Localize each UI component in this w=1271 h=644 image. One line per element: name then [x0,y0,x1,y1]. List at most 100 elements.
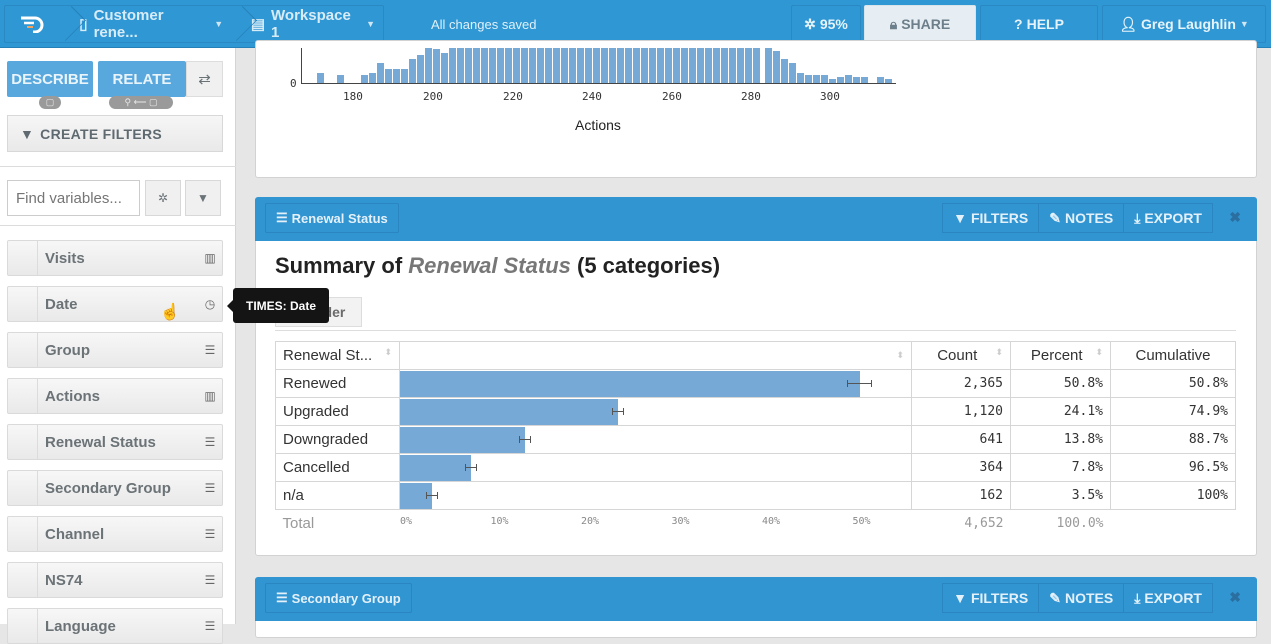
histogram-bar [465,48,472,83]
close-icon[interactable]: ✖ [1229,209,1241,225]
histogram-bar [877,77,884,83]
column-header[interactable]: Count ⬍ [911,341,1011,370]
user-menu[interactable]: 👤︎ Greg Laughlin ▼ [1102,5,1266,43]
panel-title-button[interactable]: ☰ Secondary Group [265,583,412,613]
notes-button[interactable]: ✎ NOTES [1039,584,1125,612]
drag-handle[interactable] [8,471,38,505]
histogram-bar [665,48,672,83]
column-header[interactable]: Cumulative [1110,341,1236,370]
export-button[interactable]: ⤓ EXPORT [1134,589,1202,607]
panel-title-button[interactable]: ☰ Renewal Status [265,203,399,233]
hand-cursor-icon: ☝ [160,304,180,321]
histogram-bar [609,48,616,83]
percent-bar [400,399,619,425]
histogram-bar [513,48,520,83]
list-icon: ☰ [204,573,216,587]
relate-button[interactable]: RELATE [98,61,186,97]
histogram-bar [813,75,820,83]
drag-handle[interactable] [8,425,38,459]
histogram-bar [441,53,448,83]
histogram-bar [753,48,760,83]
list-icon: ☰ [276,590,288,605]
table-row: n/a 162 3.5% 100% [275,481,1236,510]
histogram-bar [797,73,804,83]
histogram-x-label: Actions [575,117,621,133]
document-menu[interactable]: ▯ Customer rene... ▼ [79,7,224,41]
variable-item[interactable]: Actions ▥ [7,378,223,414]
histogram-bar [633,48,640,83]
variable-item[interactable]: Visits ▥ [7,240,223,276]
histogram-bar [473,48,480,83]
histogram-bar [369,73,376,83]
filter-icon: ▼ [20,125,35,142]
drag-handle[interactable] [8,517,38,551]
drag-handle[interactable] [8,241,38,275]
histogram-bar [449,48,456,83]
pencil-icon: ✎ [1049,209,1061,226]
variable-item[interactable]: Secondary Group ☰ [7,470,223,506]
share-button[interactable]: 🔒︎ SHARE [864,5,976,43]
column-header[interactable]: Percent ⬍ [1010,341,1111,370]
histogram-bar [409,59,416,83]
error-bar [847,380,873,387]
y-axis [301,48,302,84]
sort-icon: ⬍ [384,347,392,357]
bar-cell [399,453,912,482]
histogram-bar [641,48,648,83]
variable-item[interactable]: Date ◷ [7,286,223,322]
export-button[interactable]: ⤓ EXPORT [1134,209,1202,227]
filters-button[interactable]: ▼ FILTERS [943,204,1040,232]
swap-icon[interactable]: ⇄ [186,61,223,97]
histogram-bar [689,48,696,83]
histogram-bar [737,48,744,83]
dropdown-caret-icon[interactable]: ▼ [185,180,221,216]
list-icon: ☰ [204,481,216,495]
variable-item[interactable]: Group ☰ [7,332,223,368]
notes-button[interactable]: ✎ NOTES [1039,204,1125,232]
drag-handle[interactable] [8,563,38,597]
breadcrumb: ▯ Customer rene... ▼ ▤ Workspace 1 ▼ [4,5,384,43]
describe-slot-icon: ▢ [39,96,61,109]
list-icon: ☰ [204,527,216,541]
sidebar: DESCRIBE RELATE ⇄ ▢ ⚲ ⟵ ▢ ▼ CREATE FILTER… [0,48,236,644]
histogram-bar [425,48,432,83]
histogram-bar [861,77,868,83]
drag-handle[interactable] [8,609,38,643]
workspace-menu[interactable]: ▤ Workspace 1 ▼ [250,7,376,41]
histogram-bar [821,75,828,83]
sort-icon: ⬍ [896,350,904,360]
help-button[interactable]: ? HELP [980,5,1098,43]
sort-icon: ⬍ [1095,347,1103,357]
histogram-bar [649,48,656,83]
variable-item[interactable]: Language ☰ [7,608,223,644]
variable-item[interactable]: Channel ☰ [7,516,223,552]
panel-header: ☰ Secondary Group ▼ FILTERS ✎ NOTES ⤓ EXPORT… [255,577,1257,621]
describe-button[interactable]: DESCRIBE [7,61,93,97]
histogram-bar [673,48,680,83]
error-bar [425,492,438,499]
variable-item[interactable]: Renewal Status ☰ [7,424,223,460]
find-variables-input[interactable] [7,180,140,216]
column-header[interactable]: Renewal St... ⬍ [275,341,400,370]
error-bar [464,464,477,471]
filter-icon: ▼ [953,590,967,606]
filters-button[interactable]: ▼ FILTERS [943,584,1040,612]
create-filters-button[interactable]: ▼ CREATE FILTERS [7,115,223,152]
percent-bar [400,427,525,453]
error-bar [612,408,625,415]
histogram-bar [601,48,608,83]
close-icon[interactable]: ✖ [1229,589,1241,605]
histogram-bar [721,48,728,83]
x-axis [301,83,896,84]
histogram-bar [657,48,664,83]
variable-item[interactable]: NS74 ☰ [7,562,223,598]
app-logo-icon[interactable] [5,5,60,43]
drag-handle[interactable] [8,287,38,321]
settings-gear-icon[interactable]: ✲ [145,180,181,216]
drag-handle[interactable] [8,379,38,413]
download-icon: ⤓ [1134,589,1141,606]
file-icon: ▯ [79,16,88,33]
drag-handle[interactable] [8,333,38,367]
progress-button[interactable]: ✲ 95% [791,5,861,43]
column-header[interactable]: ⬍ [399,341,912,370]
